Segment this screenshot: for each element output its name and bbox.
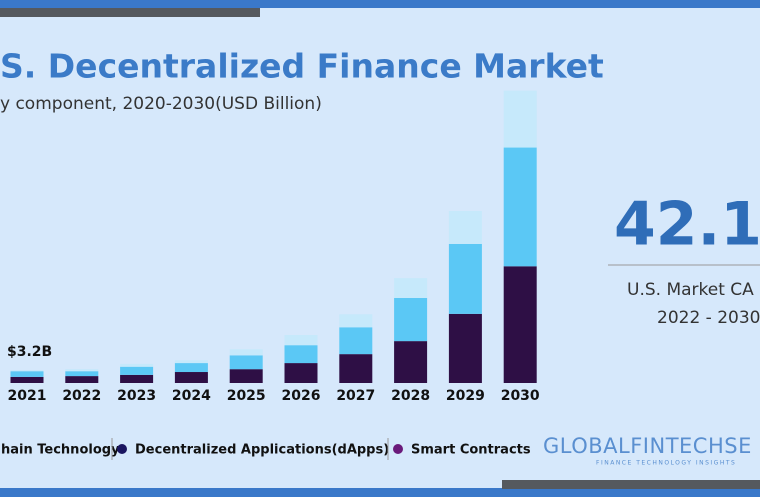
bottom-accent: [502, 480, 760, 489]
x-tick-label: 2027: [336, 388, 375, 404]
legend-label: Decentralized Applications(dApps): [135, 443, 389, 458]
bar-segment: [174, 360, 208, 364]
bar-segment: [339, 314, 373, 328]
top-accent: [0, 8, 260, 17]
top-band: [0, 0, 760, 8]
legend-swatch: [393, 444, 403, 454]
bar-segment: [503, 147, 537, 267]
bar-segment: [284, 335, 318, 346]
bar-segment: [448, 210, 482, 244]
x-tick-label: 2026: [282, 388, 321, 404]
x-tick-label: 2028: [391, 388, 430, 404]
bar-segment: [10, 376, 44, 383]
brand-name: GLOBALFINTECHSE: [543, 434, 752, 458]
bar-segment: [120, 363, 154, 367]
bar-segment: [284, 345, 318, 364]
bar-segment: [503, 90, 537, 148]
chart-subtitle: y component, 2020-2030(USD Billion): [0, 94, 322, 114]
bar-segment: [10, 371, 44, 377]
bar-segment: [394, 298, 428, 342]
x-tick-label: 2030: [501, 388, 540, 404]
bar-segment: [120, 374, 154, 383]
legend-swatch: [117, 444, 127, 454]
x-tick-label: 2029: [446, 388, 485, 404]
bar-segment: [448, 313, 482, 383]
bottom-band: [0, 488, 760, 497]
cagr-value: 42.1%: [614, 190, 760, 260]
x-tick-label: 2025: [227, 388, 266, 404]
bar-segment: [339, 354, 373, 383]
cagr-label: U.S. Market CA: [627, 280, 754, 300]
chart-title: S. Decentralized Finance Market: [0, 47, 604, 86]
x-tick-label: 2024: [172, 388, 211, 404]
data-label: $3.2B: [7, 344, 52, 360]
bar-segment: [284, 363, 318, 383]
bar-segment: [65, 376, 99, 383]
x-tick-label: 2021: [8, 388, 47, 404]
bar-segment: [394, 278, 428, 299]
bar-segment: [229, 349, 263, 356]
bar-segment: [229, 369, 263, 383]
bar-segment: [10, 369, 44, 372]
legend-label: hain Technology: [1, 443, 120, 458]
bar-segment: [339, 327, 373, 355]
bar-segment: [65, 371, 99, 377]
bar-segment: [229, 355, 263, 370]
bar-segment: [174, 363, 208, 373]
brand-tagline: FINANCE TECHNOLOGY INSIGHTS: [596, 460, 736, 467]
bar-segment: [174, 372, 208, 383]
bar-segment: [120, 366, 154, 375]
x-tick-label: 2022: [62, 388, 101, 404]
bar-segment: [448, 243, 482, 314]
cagr-period: 2022 - 2030: [657, 308, 760, 328]
x-tick-label: 2023: [117, 388, 156, 404]
bar-segment: [503, 266, 537, 383]
bar-segment: [65, 369, 99, 372]
legend-label: Smart Contracts: [411, 443, 531, 458]
bar-segment: [394, 341, 428, 383]
